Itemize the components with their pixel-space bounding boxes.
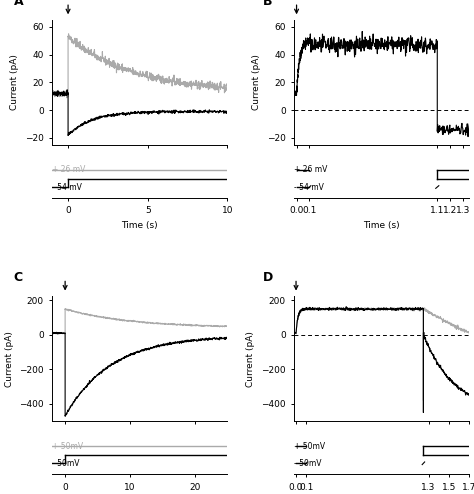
Text: C: C xyxy=(14,271,23,284)
Text: + 26 mV: + 26 mV xyxy=(52,165,85,174)
Text: + 26 mV: + 26 mV xyxy=(294,165,328,174)
Text: - 50mV: - 50mV xyxy=(52,459,80,468)
Text: A: A xyxy=(14,0,23,8)
Text: - 50mV: - 50mV xyxy=(294,459,321,468)
Text: - 54 mV: - 54 mV xyxy=(52,182,82,192)
Y-axis label: Current (pA): Current (pA) xyxy=(246,330,255,386)
Text: + 50mV: + 50mV xyxy=(294,442,325,451)
Text: - 54 mV: - 54 mV xyxy=(294,182,324,192)
Y-axis label: Current (pA): Current (pA) xyxy=(5,330,14,386)
X-axis label: Time (s): Time (s) xyxy=(121,221,158,230)
Text: B: B xyxy=(263,0,272,8)
Text: D: D xyxy=(263,271,273,284)
Text: + 50mV: + 50mV xyxy=(52,442,83,451)
Y-axis label: Current (pA): Current (pA) xyxy=(10,54,19,110)
Y-axis label: Current (pA): Current (pA) xyxy=(252,54,261,110)
X-axis label: Time (s): Time (s) xyxy=(363,221,400,230)
